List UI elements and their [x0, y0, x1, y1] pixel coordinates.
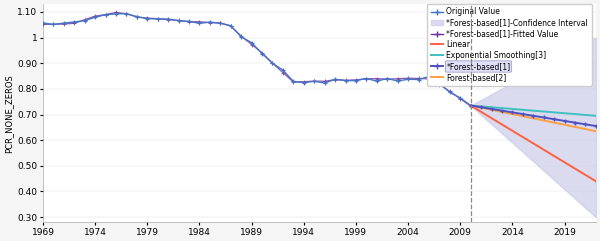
Legend: Original Value, *Forest-based[1]-Confidence Interval, *Forest-based[1]-Fitted Va: Original Value, *Forest-based[1]-Confide…	[427, 4, 592, 86]
Y-axis label: PCR_NONE_ZEROS: PCR_NONE_ZEROS	[4, 74, 13, 153]
